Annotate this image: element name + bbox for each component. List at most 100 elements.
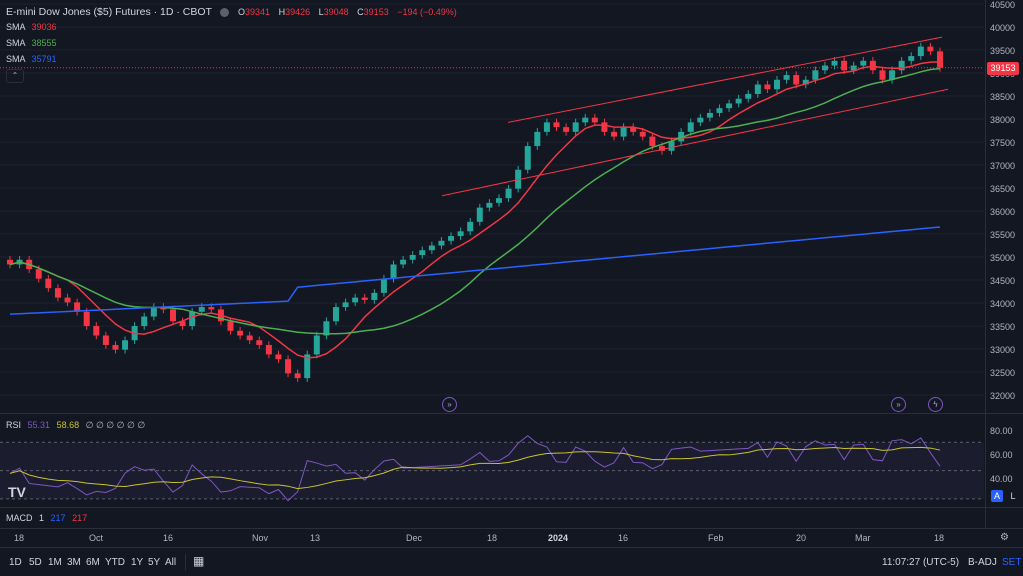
candle-body bbox=[917, 46, 924, 57]
candle-body bbox=[227, 321, 234, 331]
range-all[interactable]: All bbox=[165, 557, 177, 568]
market-status-icon bbox=[220, 8, 230, 18]
candle-body bbox=[198, 307, 205, 312]
rsi-pane[interactable] bbox=[0, 414, 984, 506]
candle-body bbox=[275, 354, 282, 360]
price-tick-label: 38500 bbox=[990, 92, 1016, 102]
high-value: 39426 bbox=[285, 7, 311, 17]
candle-body bbox=[582, 117, 589, 123]
close-label: C bbox=[357, 7, 364, 17]
candle-body bbox=[332, 307, 339, 322]
event-arrow-icon[interactable]: » bbox=[442, 397, 457, 412]
candle-body bbox=[7, 259, 13, 265]
sma-legend-3[interactable]: SMA 35791 bbox=[6, 54, 57, 64]
auto-scale-button[interactable]: A bbox=[991, 490, 1003, 502]
sma-legend-1[interactable]: SMA 39036 bbox=[6, 22, 57, 32]
range-1y[interactable]: 1Y bbox=[131, 557, 144, 568]
adjustment-toggle[interactable]: B-ADJ bbox=[968, 557, 997, 568]
time-tick-label: 13 bbox=[310, 533, 321, 543]
candle-body bbox=[687, 122, 694, 132]
candle-body bbox=[313, 335, 320, 355]
candle-body bbox=[879, 70, 886, 80]
price-axis[interactable] bbox=[985, 0, 1023, 528]
settings-gear-icon[interactable]: ⚙ bbox=[1000, 532, 1009, 543]
candle-body bbox=[706, 112, 713, 118]
sma-label: SMA bbox=[6, 54, 26, 64]
candle-body bbox=[390, 264, 397, 279]
price-tick-label: 40500 bbox=[990, 0, 1016, 10]
candle-body bbox=[141, 316, 148, 327]
candle-body bbox=[534, 131, 541, 147]
candle-body bbox=[74, 302, 81, 312]
collapse-legend-button[interactable]: ⌃ bbox=[6, 69, 24, 83]
log-scale-button[interactable]: L bbox=[1010, 491, 1016, 501]
calendar-icon[interactable]: ▦ bbox=[193, 554, 205, 568]
rsi-chart[interactable] bbox=[0, 414, 984, 506]
range-1m[interactable]: 1M bbox=[48, 557, 62, 568]
range-3m[interactable]: 3M bbox=[67, 557, 81, 568]
settlement-toggle[interactable]: SET bbox=[1002, 557, 1022, 568]
candle-body bbox=[572, 122, 579, 132]
price-pane[interactable] bbox=[0, 0, 984, 412]
candle-body bbox=[495, 198, 502, 203]
rsi-ma-value: 58.68 bbox=[56, 420, 80, 430]
candle-body bbox=[658, 146, 665, 151]
tradingview-logo[interactable]: TV bbox=[8, 484, 26, 500]
candle-body bbox=[323, 321, 330, 336]
candle-body bbox=[678, 131, 685, 142]
candle-body bbox=[64, 297, 71, 303]
range-5d[interactable]: 5D bbox=[29, 557, 42, 568]
rsi-tick-label: 80.00 bbox=[990, 426, 1013, 436]
candle-body bbox=[908, 56, 915, 61]
candle-body bbox=[160, 307, 167, 310]
range-ytd[interactable]: YTD bbox=[105, 557, 125, 568]
time-tick-label: 18 bbox=[487, 533, 498, 543]
sma-legend-2[interactable]: SMA 38555 bbox=[6, 38, 57, 48]
candle-body bbox=[850, 65, 857, 71]
range-6m[interactable]: 6M bbox=[86, 557, 100, 568]
rsi-value: 55.31 bbox=[27, 420, 51, 430]
sma-50-line bbox=[9, 67, 941, 335]
rsi-legend[interactable]: RSI 55.31 58.68 ∅ ∅ ∅ ∅ ∅ ∅ bbox=[6, 420, 145, 431]
time-tick-label: 2024 bbox=[548, 533, 569, 543]
event-lightning-icon[interactable]: ϟ bbox=[928, 397, 943, 412]
candle-body bbox=[726, 103, 733, 109]
candle-body bbox=[898, 60, 905, 71]
time-tick-label: Nov bbox=[252, 533, 269, 543]
candle-body bbox=[639, 131, 646, 137]
open-label: O bbox=[238, 7, 246, 17]
candle-body bbox=[371, 292, 378, 300]
candle-body bbox=[524, 146, 531, 170]
candle-body bbox=[620, 127, 627, 137]
macd-label: MACD bbox=[6, 513, 33, 523]
pane-separator[interactable] bbox=[0, 413, 1023, 414]
rsi-ma-line bbox=[9, 446, 941, 490]
change-value: −194 (−0.49%) bbox=[397, 7, 457, 17]
time-tick-label: Dec bbox=[406, 533, 423, 543]
candle-body bbox=[754, 84, 761, 94]
candle-body bbox=[457, 231, 464, 237]
rsi-line bbox=[9, 435, 941, 502]
candle-body bbox=[668, 141, 675, 151]
symbol-title[interactable]: E-mini Dow Jones ($5) Futures · 1D · CBO… bbox=[6, 6, 212, 18]
price-tick-label: 33500 bbox=[990, 322, 1016, 332]
range-1d[interactable]: 1D bbox=[9, 557, 22, 568]
sma-20-line bbox=[9, 61, 941, 359]
candle-body bbox=[246, 335, 253, 341]
event-arrow-icon[interactable]: » bbox=[891, 397, 906, 412]
time-tick-label: Feb bbox=[708, 533, 724, 543]
low-value: 39048 bbox=[323, 7, 349, 17]
candle-body bbox=[285, 359, 292, 374]
candle-body bbox=[735, 98, 742, 104]
clock[interactable]: 11:07:27 (UTC-5) bbox=[882, 557, 960, 568]
candle-body bbox=[467, 221, 474, 232]
candle-body bbox=[361, 297, 368, 300]
price-chart[interactable] bbox=[0, 0, 984, 412]
range-5y[interactable]: 5Y bbox=[148, 557, 161, 568]
candle-body bbox=[553, 122, 560, 128]
candle-body bbox=[93, 326, 100, 336]
pane-separator[interactable] bbox=[0, 507, 1023, 508]
candle-body bbox=[189, 311, 196, 327]
sma-value: 39036 bbox=[31, 22, 57, 32]
macd-legend[interactable]: MACD 1 217 217 bbox=[6, 513, 87, 523]
